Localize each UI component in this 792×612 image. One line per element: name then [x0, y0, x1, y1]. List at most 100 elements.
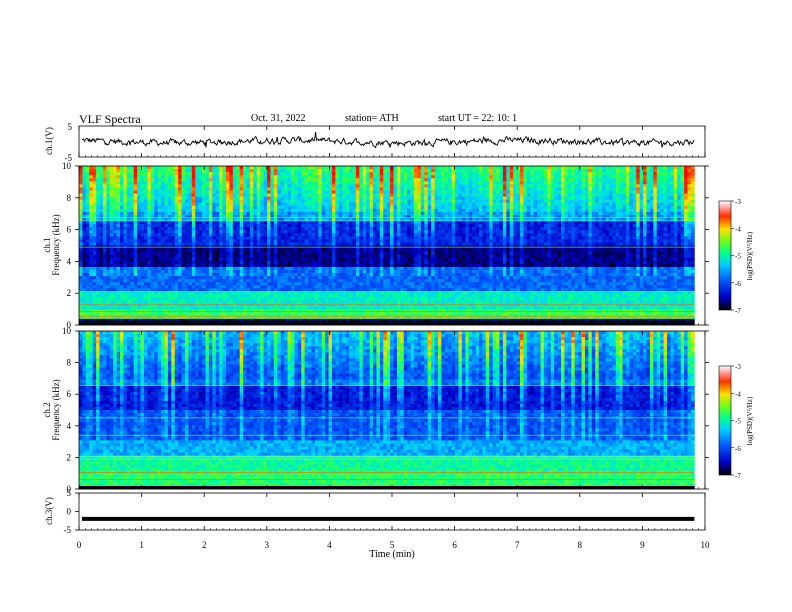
spectrogram-cell [120, 202, 124, 207]
spectrogram-cell [499, 190, 504, 194]
spectrogram-cell [304, 236, 309, 240]
spectrogram-cell [236, 169, 241, 173]
spectrogram-cell [113, 187, 117, 191]
spectrogram-cell [277, 233, 282, 237]
spectrogram-cell [249, 230, 254, 234]
spectrogram-cell [673, 190, 678, 194]
spectrogram-cell [530, 199, 535, 204]
spectrogram-cell [116, 166, 121, 170]
spectrogram-cell [376, 239, 381, 243]
spectrogram-cell [403, 172, 408, 176]
spectrogram-cell [120, 199, 124, 204]
spectrogram-cell [270, 224, 275, 228]
spectrogram-cell [345, 239, 350, 243]
spectrogram-cell [578, 214, 582, 219]
spectrogram-cell [390, 208, 394, 213]
spectrogram-cell [677, 193, 682, 197]
spectrogram-cell [461, 224, 466, 228]
spectrogram-cell [263, 242, 268, 246]
spectrogram-cell [260, 187, 264, 191]
spectrogram-cell [636, 166, 641, 170]
spectrogram-cell [410, 242, 415, 246]
spectrogram-cell [253, 224, 258, 228]
spectrogram-cell [318, 236, 323, 240]
spectrogram-cell [126, 221, 131, 225]
spectrogram-cell [455, 227, 459, 231]
spectrogram-cell [383, 224, 388, 228]
spectrogram-cell [615, 169, 620, 173]
spectrogram-cell [342, 208, 347, 213]
spectrogram-cell [472, 166, 476, 170]
spectrogram-cell [373, 239, 377, 243]
spectrogram-cell [540, 193, 545, 197]
spectrogram-cell [202, 221, 206, 225]
spectrogram-cell [167, 190, 172, 194]
spectrogram-cell [137, 172, 141, 176]
spectrogram-cell [184, 166, 189, 170]
spectrogram-cell [140, 224, 145, 228]
spectrogram-cell [465, 187, 470, 191]
spectrogram-cell [615, 202, 620, 207]
spectrogram-cell [639, 236, 644, 240]
spectrogram-cell [605, 239, 610, 243]
spectrogram-cell [297, 202, 302, 207]
spectrogram-cell [492, 224, 497, 228]
spectrogram-cell [236, 217, 241, 222]
spectrogram-cell [639, 169, 644, 173]
spectrogram-cell [314, 221, 319, 225]
spectrogram-cell [444, 227, 449, 231]
spectrogram-cell [297, 178, 302, 182]
spectrogram-cell [342, 193, 347, 197]
spectrogram-cell [520, 205, 524, 210]
spectrogram-cell [407, 172, 411, 176]
spectrogram-cell [133, 239, 138, 243]
spectrogram-cell [649, 208, 654, 213]
spectrogram-cell [516, 187, 521, 191]
spectrogram-cell [232, 190, 237, 194]
spectrogram-cell [554, 202, 558, 207]
spectrogram-cell [232, 187, 237, 191]
spectrogram-cell [639, 166, 644, 170]
spectrogram-cell [567, 193, 572, 197]
spectrogram-cell [147, 224, 152, 228]
spectrogram-cell [301, 248, 305, 252]
spectrogram-cell [277, 248, 282, 252]
spectrogram-cell [243, 193, 247, 197]
spectrogram-cell [625, 224, 630, 228]
spectrogram-cell [338, 199, 343, 204]
spectrogram-cell [154, 169, 158, 173]
spectrogram-cell [178, 193, 182, 197]
spectrogram-cell [619, 221, 623, 225]
spectrogram-cell [267, 175, 271, 179]
spectrogram-cell [393, 202, 398, 207]
spectrogram-cell [362, 205, 367, 210]
spectrogram-cell [349, 193, 353, 197]
spectrogram-cell [167, 205, 172, 210]
spectrogram-cell [509, 233, 514, 237]
spectrogram-cell [639, 230, 644, 234]
spectrogram-cell [294, 227, 299, 231]
spectrogram-cell [403, 175, 408, 179]
spectrogram-cell [567, 166, 572, 170]
spectrogram-cell [571, 190, 576, 194]
spectrogram-cell [437, 236, 442, 240]
spectrogram-cell [434, 184, 439, 188]
spectrogram-cell [523, 178, 528, 182]
spectrogram-cell [85, 217, 90, 222]
spectrogram-cell [598, 208, 603, 213]
spectrogram-cell [171, 172, 176, 176]
spectrogram-cell [174, 199, 179, 204]
spectrogram-cell [229, 230, 234, 234]
spectrogram-cell [619, 230, 623, 234]
spectrogram-cell [297, 230, 302, 234]
spectrogram-cell [208, 190, 213, 194]
spectrogram-cell [314, 187, 319, 191]
spectrogram-cell [123, 217, 128, 222]
spectrogram-cell [403, 196, 408, 200]
spectrogram-cell [167, 202, 172, 207]
spectrogram-cell [485, 169, 490, 173]
spectrogram-cell [670, 227, 675, 231]
spectrogram-cell [530, 193, 535, 197]
spectrogram-cell [509, 172, 514, 176]
spectrogram-cell [352, 205, 357, 210]
